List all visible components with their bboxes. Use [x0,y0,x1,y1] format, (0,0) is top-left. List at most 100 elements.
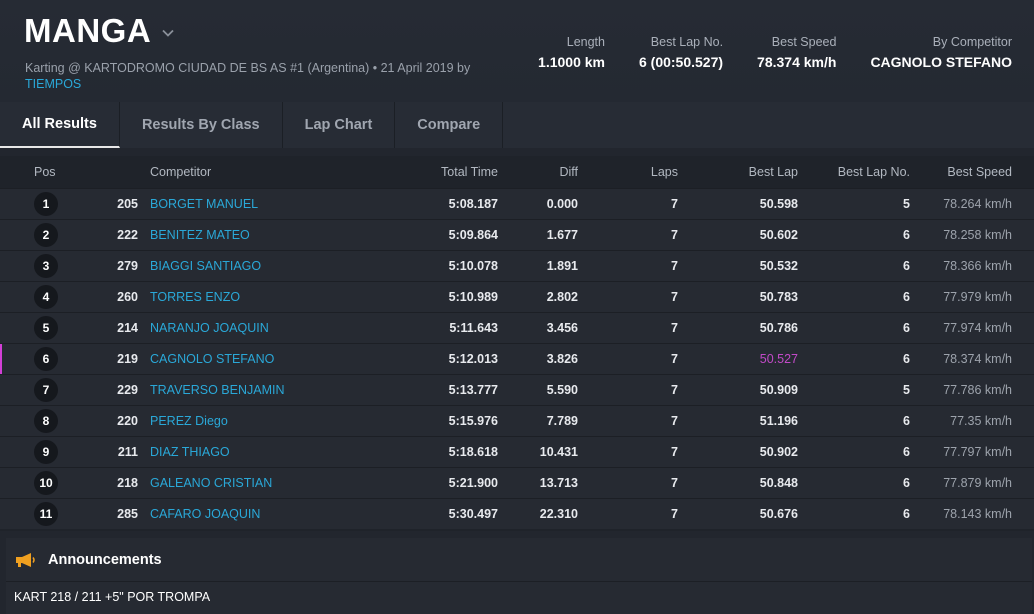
table-row[interactable]: 8 220 PEREZ Diego 5:15.976 7.789 7 51.196 6 77.3… [0,405,1034,436]
title-row[interactable]: MANGA [24,12,175,50]
cell-total-time: 5:15.976 [448,413,498,428]
cell-best-lap-no: 5 [903,382,910,397]
table-row[interactable]: 6 219 CAGNOLO STEFANO 5:12.013 3.826 7 50.527 6… [0,343,1034,374]
cell-diff: 3.456 [546,320,578,335]
cell-laps: 7 [671,444,678,459]
position-badge: 4 [34,284,58,309]
organizer-link[interactable]: TIEMPOS [25,77,82,91]
col-header-best-lap-no[interactable]: Best Lap No. [837,164,910,179]
cell-pos: 1 [0,188,92,219]
cell-best-speed: 77.35 km/h [950,413,1012,428]
cell-best-lap: 50.909 [759,382,798,397]
competitor-link[interactable]: CAGNOLO STEFANO [150,351,275,366]
cell-number: 229 [117,382,138,397]
table-row[interactable]: 3 279 BIAGGI SANTIAGO 5:10.078 1.891 7 50.532 6… [0,250,1034,281]
cell-best-lap: 50.902 [759,444,798,459]
competitor-link[interactable]: GALEANO CRISTIAN [150,475,273,490]
position-badge: 5 [34,315,58,340]
col-header-best-speed[interactable]: Best Speed [947,164,1012,179]
stat-label: Length [566,35,605,49]
cell-pos: 9 [0,436,92,467]
competitor-link[interactable]: CAFARO JOAQUIN [150,506,261,521]
cell-total-time: 5:18.618 [448,444,498,459]
col-header-diff[interactable]: Diff [559,164,578,179]
cell-diff: 10.431 [539,444,578,459]
table-row[interactable]: 2 222 BENITEZ MATEO 5:09.864 1.677 7 50.602 6 78… [0,219,1034,250]
cell-diff: 0.000 [546,196,578,211]
cell-best-lap: 50.602 [759,227,798,242]
announcements-panel: Announcements KART 218 / 211 +5" POR TRO… [6,538,1032,614]
cell-best-speed: 77.979 km/h [943,289,1012,304]
event-header: MANGA Karting @ KARTODROMO CIUDAD DE BS … [0,0,1034,102]
results-table: Pos Competitor Total Time Diff Laps Best… [0,156,1034,529]
megaphone-icon [16,552,35,567]
chevron-down-icon[interactable] [161,26,175,40]
cell-laps: 7 [671,196,678,211]
tab-all-results[interactable]: All Results [0,102,120,148]
cell-number: 260 [117,289,138,304]
cell-best-speed: 78.366 km/h [943,258,1012,273]
cell-pos: 7 [0,374,92,405]
cell-total-time: 5:12.013 [448,351,498,366]
col-header-competitor[interactable]: Competitor [150,164,212,179]
cell-pos: 8 [0,405,92,436]
cell-diff: 7.789 [546,413,578,428]
cell-best-speed: 78.258 km/h [943,227,1012,242]
position-badge: 3 [34,253,58,278]
col-header-pos[interactable]: Pos [34,164,56,179]
announcement-text: KART 218 / 211 +5" POR TROMPA [14,590,211,604]
table-row[interactable]: 7 229 TRAVERSO BENJAMIN 5:13.777 5.590 7 50.90… [0,374,1034,405]
table-row[interactable]: 4 260 TORRES ENZO 5:10.989 2.802 7 50.783 6 77.9… [0,281,1034,312]
cell-total-time: 5:11.643 [449,320,498,335]
tab-compare[interactable]: Compare [395,102,504,148]
col-header-number [92,156,144,188]
cell-best-lap-no: 6 [903,475,910,490]
col-header-best-lap[interactable]: Best Lap [748,164,798,179]
cell-laps: 7 [671,258,678,273]
cell-pos: 11 [0,498,92,529]
cell-total-time: 5:30.497 [448,506,498,521]
cell-number: 214 [117,320,138,335]
cell-best-speed: 78.143 km/h [943,506,1012,521]
tab-lap-chart[interactable]: Lap Chart [283,102,396,148]
col-header-laps[interactable]: Laps [650,164,678,179]
cell-laps: 7 [671,413,678,428]
competitor-link[interactable]: BORGET MANUEL [150,196,259,211]
table-row[interactable]: 10 218 GALEANO CRISTIAN 5:21.900 13.713 7 50.8… [0,467,1034,498]
table-row[interactable]: 9 211 DIAZ THIAGO 5:18.618 10.431 7 50.902 6 77.… [0,436,1034,467]
cell-best-lap-no: 6 [903,258,910,273]
competitor-link[interactable]: PEREZ Diego [150,413,228,428]
cell-best-lap: 50.783 [759,289,798,304]
tab-results-by-class[interactable]: Results By Class [120,102,283,148]
competitor-link[interactable]: TORRES ENZO [150,289,241,304]
cell-best-lap-no: 6 [903,351,910,366]
position-badge: 10 [34,470,58,495]
results-tabs: All Results Results By Class Lap Chart C… [0,102,1034,148]
stat-label: Best Lap No. [650,35,724,49]
cell-best-speed: 77.974 km/h [943,320,1012,335]
position-badge: 6 [34,346,58,371]
table-row[interactable]: 5 214 NARANJO JOAQUIN 5:11.643 3.456 7 50.786 6… [0,312,1034,343]
cell-pos: 2 [0,219,92,250]
cell-best-lap: 51.196 [759,413,798,428]
col-header-total-time[interactable]: Total Time [441,164,498,179]
competitor-link[interactable]: TRAVERSO BENJAMIN [150,382,285,397]
competitor-link[interactable]: DIAZ THIAGO [150,444,230,459]
stat-value: 6 (00:50.527) [638,54,724,70]
cell-total-time: 5:08.187 [448,196,498,211]
results-table-body: 1 205 BORGET MANUEL 5:08.187 0.000 7 50.598 5 78… [0,188,1034,529]
table-row[interactable]: 1 205 BORGET MANUEL 5:08.187 0.000 7 50.598 5 78… [0,188,1034,219]
cell-laps: 7 [671,227,678,242]
table-row[interactable]: 11 285 CAFARO JOAQUIN 5:30.497 22.310 7 50.676… [0,498,1034,529]
cell-laps: 7 [671,351,678,366]
cell-best-lap: 50.786 [759,320,798,335]
event-subtitle: Karting @ KARTODROMO CIUDAD DE BS AS #1 … [25,60,495,92]
cell-laps: 7 [671,475,678,490]
competitor-link[interactable]: BIAGGI SANTIAGO [150,258,262,273]
cell-diff: 1.677 [546,227,578,242]
competitor-link[interactable]: NARANJO JOAQUIN [150,320,269,335]
stat-value: 78.374 km/h [757,54,837,70]
competitor-link[interactable]: BENITEZ MATEO [150,227,250,242]
cell-best-lap-no: 6 [903,413,910,428]
position-badge: 7 [34,377,58,402]
